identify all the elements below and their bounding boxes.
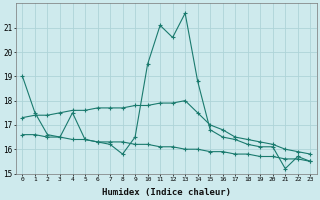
- X-axis label: Humidex (Indice chaleur): Humidex (Indice chaleur): [102, 188, 231, 197]
